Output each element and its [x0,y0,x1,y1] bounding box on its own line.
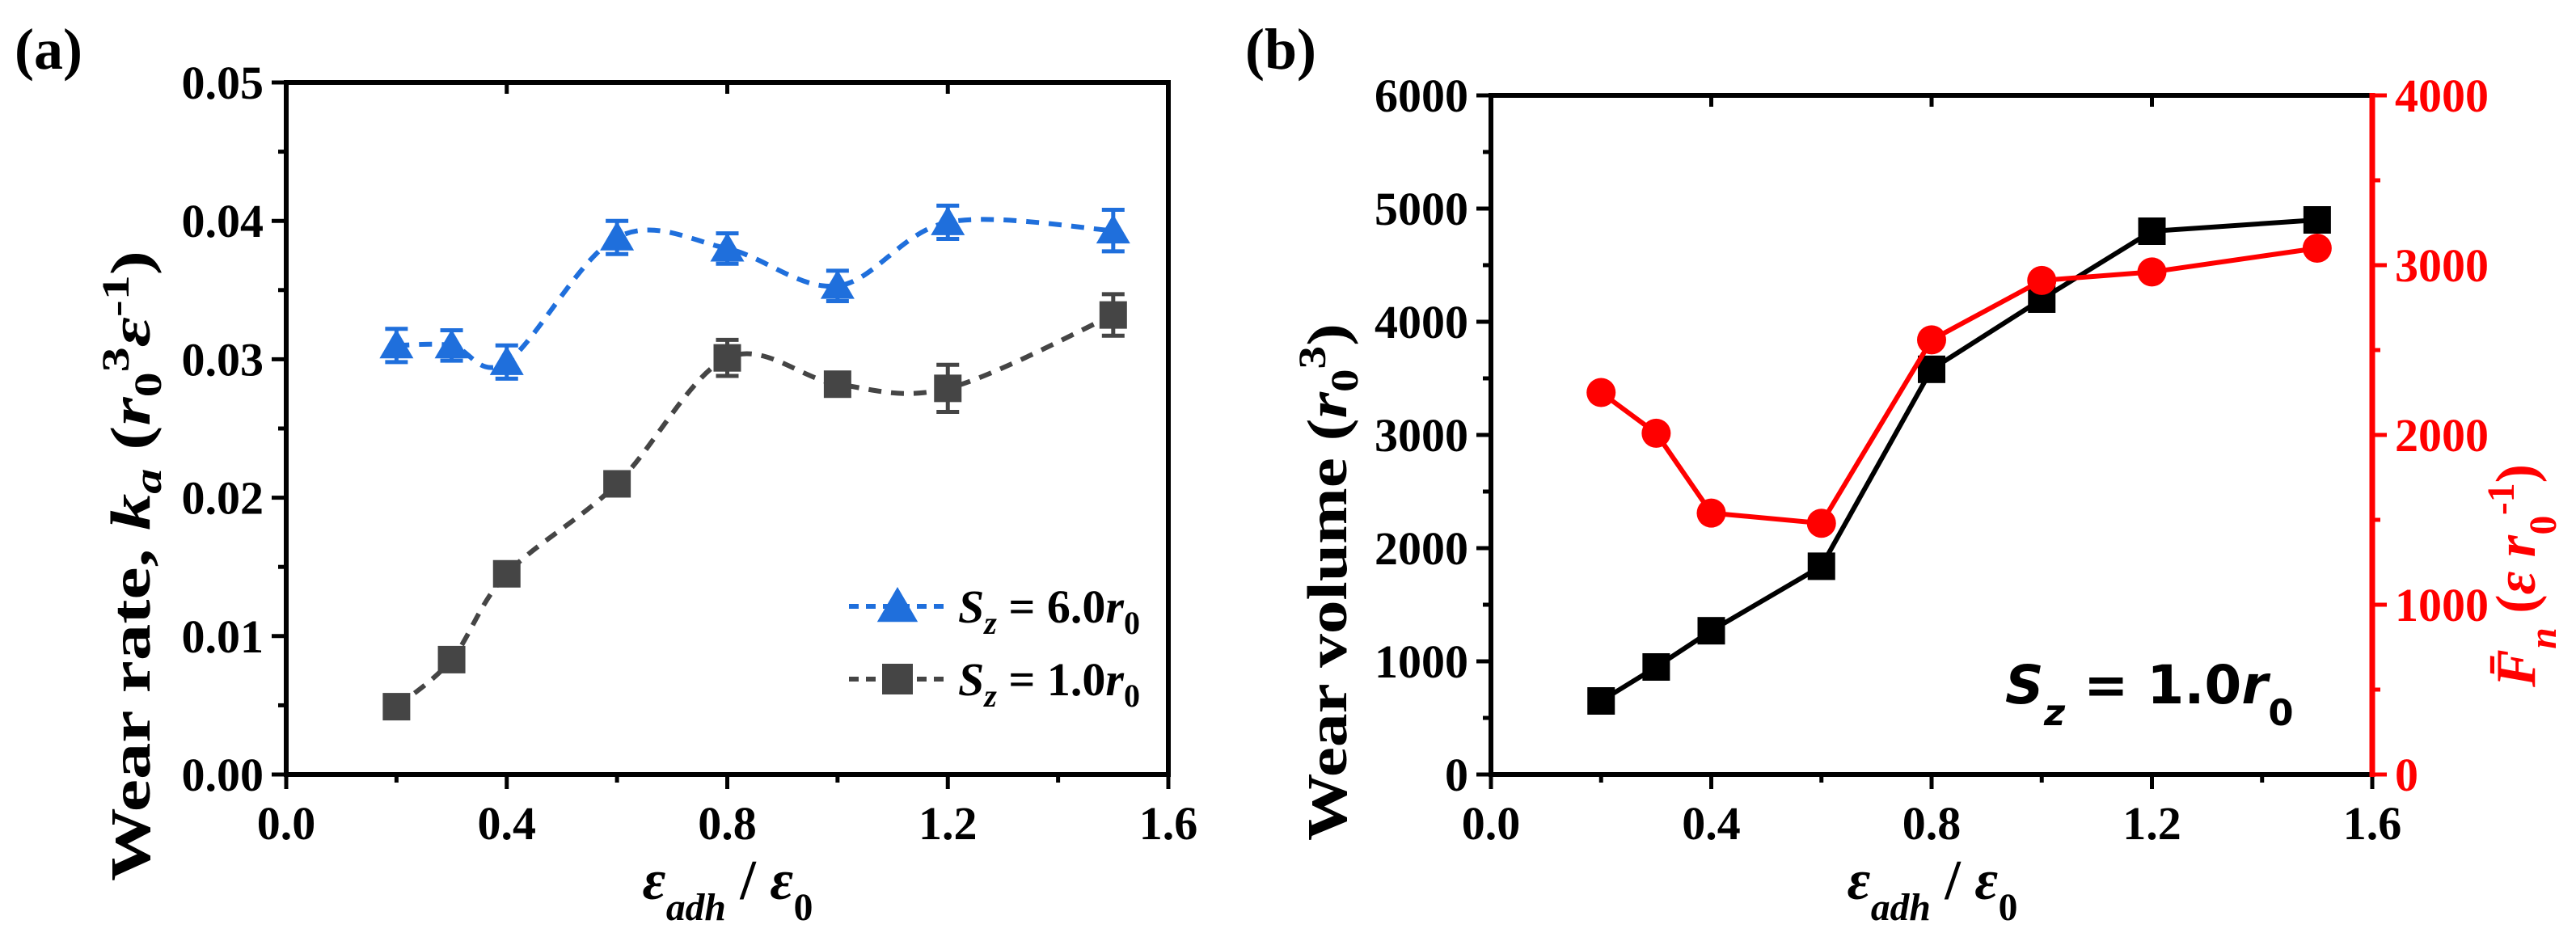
panel-a-x-tick-label: 0.0 [257,797,316,850]
panel-b-marks [1586,206,2332,715]
panel-a: (a) 0.0 0.4 0.8 1.2 1.60.000.010.020.030.040… [15,17,1197,929]
panel-b-y-right-title: F̄_n (ε r_0^-1) [2481,464,2565,688]
panel-b-y-tick-label: 3000 [1375,409,1468,462]
panel-a-x-tick-label: 0.4 [478,797,537,850]
data-point-square [2138,217,2166,245]
data-point-square [1918,355,1945,383]
panel-a-y-title: Wear rate, ka (r03ε-1) [95,251,170,881]
panel-a-axes: 0.0 0.4 0.8 1.2 1.6 0.00 0.01 0.02 0.03 0.04 0.05 [182,57,1198,850]
panel-b-y-tick-label: 5000 [1375,183,1468,235]
data-point-circle [2137,257,2167,287]
data-point-square [2303,206,2331,234]
data-point-square [1587,687,1615,715]
panel-b-y-tick-label: 6000 [1375,70,1468,122]
data-point-triangle [1096,214,1130,244]
panel-b-right-y-tick-label: 2000 [2395,409,2489,462]
data-point-circle [1641,418,1671,448]
panel-a-x-tick-label: 1.2 [918,797,978,850]
data-point-square [492,559,521,588]
panel-a-y-tick-label: 0.03 [182,333,264,386]
data-point-circle [2027,265,2057,295]
data-point-square [1642,653,1670,681]
data-point-square [603,470,631,498]
series-line-circle [1599,246,2318,526]
panel-b-x-tick-label: 0.8 [1902,797,1962,850]
data-point-triangle [931,205,965,235]
panel-b-annotation: S_z = 1.0r_0 [2005,654,2294,734]
panel-a-x-tick-label: 1.6 [1139,797,1198,850]
panel-a-y-tick-label: 0.02 [182,472,264,525]
data-point-circle [2302,234,2332,263]
panel-b-y-tick-label: 2000 [1375,522,1468,575]
legend-label: Sz = 1.0r0 [958,653,1140,714]
data-point-square [437,645,466,673]
panel-a-x-tick-label: 0.8 [698,797,757,850]
data-point-circle [1806,509,1836,538]
panel-b-x-tick-label: 1.2 [2122,797,2181,850]
panel-a-y-tick-label: 0.04 [182,195,264,247]
panel-b-x-tick-label: 1.6 [2343,797,2402,850]
data-point-square [1099,301,1127,329]
panel-b-right-y-tick-label: 4000 [2395,70,2489,122]
panel-b-y-tick-label: 0 [1445,749,1468,801]
panel-a-y-tick-label: 0.00 [182,749,264,801]
data-point-circle [1586,378,1616,407]
panel-b-y-tick-label: 1000 [1375,635,1468,688]
panel-b-label: (b) [1245,17,1316,82]
panel-b-x-tick-label: 0.4 [1682,797,1741,850]
panel-b-axes: 0.0 0.4 0.8 1.2 1.60100020003000400050006000… [1375,70,2489,850]
panel-b-x-title: ε_adh / ε_0 [1848,850,2018,929]
data-point-square [823,370,851,399]
panel-b-right-y-tick-label: 3000 [2395,239,2489,292]
legend-marker-triangle [876,587,918,623]
panel-b-y-title: Wear volume (r03) [1291,323,1366,841]
legend-marker-square [882,664,913,694]
data-point-triangle [820,269,855,299]
legend-label: Sz = 6.0r0 [958,580,1140,641]
data-point-square [1807,552,1835,580]
panel-a-legend: Sz = 6.0r0 Sz = 1.0r0 [849,580,1140,714]
data-point-triangle [379,329,414,359]
data-point-triangle [710,232,745,262]
data-point-triangle [489,345,524,375]
panel-a-label: (a) [15,17,82,82]
panel-b-y-tick-label: 4000 [1375,296,1468,348]
panel-a-x-title: ε_adh / ε_0 [643,850,813,929]
data-point-circle [1917,325,1946,355]
panel-a-y-tick-label: 0.05 [182,57,264,109]
panel-a-marks [379,203,1130,721]
panel-b-right-y-tick-label: 0 [2395,749,2418,801]
panel-a-y-tick-label: 0.01 [182,610,264,663]
data-point-square [934,374,962,403]
panel-b: (b) 0.0 0.4 0.8 1.2 1.6010002000300040005000… [1245,17,2565,929]
data-point-square [1697,617,1725,645]
panel-b-x-tick-label: 0.0 [1462,797,1521,850]
data-point-triangle [434,329,469,359]
data-point-square [382,693,411,721]
panel-b-right-y-tick-label: 1000 [2395,579,2489,631]
data-point-circle [1696,498,1726,528]
data-point-square [713,344,741,372]
data-point-triangle [600,221,635,251]
